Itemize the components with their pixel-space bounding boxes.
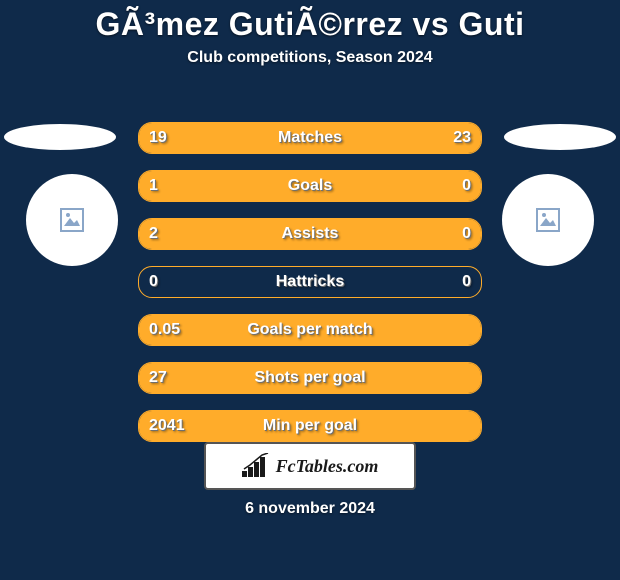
player-right-badge	[502, 174, 594, 266]
stat-value-right: 23	[453, 123, 471, 153]
stat-value-left: 2	[149, 219, 158, 249]
date-label: 6 november 2024	[0, 500, 620, 518]
stat-row: Shots per goal27	[138, 362, 482, 394]
stat-row: Assists2 0	[138, 218, 482, 250]
stat-label: Shots per goal	[139, 363, 481, 393]
player-right-ellipse	[504, 124, 616, 150]
stats-box: Matches1923Goals10Assists20Hattricks00Go…	[138, 122, 482, 458]
image-placeholder-icon	[536, 208, 560, 232]
logo-chart-icon	[242, 453, 270, 479]
stat-value-left: 0.05	[149, 315, 180, 345]
stat-label: Min per goal	[139, 411, 481, 441]
stat-label: Hattricks	[139, 267, 481, 297]
stat-value-left: 19	[149, 123, 167, 153]
image-placeholder-icon	[60, 208, 84, 232]
stat-value-right: 0	[462, 171, 471, 201]
player-left-badge	[26, 174, 118, 266]
player-left-ellipse	[4, 124, 116, 150]
page-title: GÃ³mez GutiÃ©rrez vs Guti	[0, 0, 620, 43]
stat-label: Assists	[139, 219, 481, 249]
stat-row: Hattricks0 0	[138, 266, 482, 298]
stat-value-left: 0	[149, 267, 158, 297]
stat-row: Goals1 0	[138, 170, 482, 202]
stat-value-left: 2041	[149, 411, 185, 441]
stat-value-left: 1	[149, 171, 158, 201]
stat-row: Matches19 23	[138, 122, 482, 154]
stat-row: Goals per match0.05	[138, 314, 482, 346]
stat-value-right: 0	[462, 219, 471, 249]
fctables-logo: FcTables.com	[204, 442, 416, 490]
stat-value-right: 0	[462, 267, 471, 297]
stat-label: Goals	[139, 171, 481, 201]
stat-label: Goals per match	[139, 315, 481, 345]
logo-text: FcTables.com	[276, 456, 379, 477]
stat-label: Matches	[139, 123, 481, 153]
stat-value-left: 27	[149, 363, 167, 393]
stat-row: Min per goal2041	[138, 410, 482, 442]
subtitle: Club competitions, Season 2024	[0, 49, 620, 67]
